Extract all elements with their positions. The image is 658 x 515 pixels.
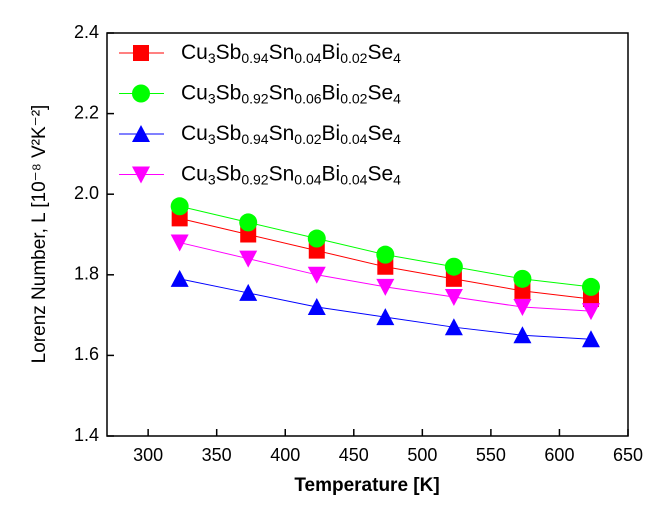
- x-tick-label: 350: [202, 445, 232, 465]
- marker: [171, 210, 188, 227]
- marker: [444, 288, 463, 306]
- marker: [581, 303, 600, 321]
- marker: [376, 278, 395, 296]
- legend-marker: [133, 45, 149, 61]
- y-tick-label: 1.6: [74, 344, 99, 364]
- marker: [513, 269, 532, 288]
- legend-label: Cu3Sb0.94Sn0.04Bi0.02Se4: [181, 41, 401, 66]
- marker: [170, 234, 189, 252]
- marker: [239, 283, 258, 301]
- legend-marker: [132, 125, 150, 142]
- marker: [307, 266, 326, 284]
- x-tick-label: 450: [339, 445, 369, 465]
- marker: [376, 245, 395, 264]
- y-tick-label: 2.4: [74, 22, 99, 42]
- marker: [377, 258, 394, 275]
- marker: [514, 282, 531, 299]
- marker: [239, 250, 258, 268]
- x-axis-title: Temperature [K]: [294, 475, 439, 496]
- x-tick-label: 650: [613, 445, 643, 465]
- marker: [307, 298, 326, 316]
- x-tick-label: 400: [270, 445, 300, 465]
- y-tick-label: 2.0: [74, 183, 99, 203]
- y-tick-label: 1.8: [74, 264, 99, 284]
- marker: [581, 330, 600, 348]
- marker: [239, 213, 258, 232]
- x-tick-label: 500: [407, 445, 437, 465]
- marker: [582, 290, 599, 307]
- x-tick-label: 300: [133, 445, 163, 465]
- marker: [513, 326, 532, 344]
- marker: [444, 257, 463, 276]
- marker: [581, 277, 600, 296]
- legend-marker: [132, 84, 150, 103]
- marker: [240, 226, 257, 243]
- y-axis-title: Lorenz Number, L [10⁻⁸ V²K⁻²]: [29, 105, 50, 364]
- marker: [513, 299, 532, 317]
- marker: [445, 270, 462, 287]
- y-tick-label: 1.4: [74, 425, 99, 445]
- legend-label: Cu3Sb0.92Sn0.04Bi0.04Se4: [181, 162, 401, 187]
- marker: [444, 318, 463, 336]
- legend-label: Cu3Sb0.94Sn0.02Bi0.04Se4: [181, 122, 401, 147]
- legend-marker: [132, 166, 150, 184]
- marker: [308, 242, 325, 259]
- marker: [376, 308, 395, 326]
- marker: [307, 229, 326, 248]
- y-tick-label: 2.2: [74, 102, 99, 122]
- x-tick-label: 550: [476, 445, 506, 465]
- legend-label: Cu3Sb0.92Sn0.06Bi0.02Se4: [181, 81, 401, 106]
- marker: [170, 269, 189, 287]
- marker: [170, 197, 189, 216]
- x-tick-label: 600: [544, 445, 574, 465]
- plot-frame: [106, 32, 629, 437]
